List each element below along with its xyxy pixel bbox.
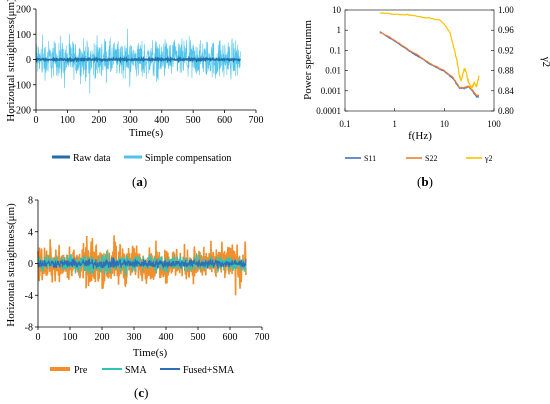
chart-a-xlabel: Time(s) <box>129 127 164 139</box>
chart-b-frame <box>344 9 495 112</box>
chart-a-ylabel: Horizontal straightness(μm) <box>5 0 17 122</box>
legend-label-fused-sma: Fused+SMA <box>183 365 235 376</box>
legend-label-s22: S22 <box>425 154 437 163</box>
chart-a-x-tick-label: 100 <box>60 115 75 126</box>
chart-b-y2-tick-label: 0.84 <box>498 86 514 96</box>
chart-c-x-tick-label: 0 <box>36 332 41 343</box>
chart-b-y2-tick-label: 1.00 <box>498 5 514 15</box>
chart-c-x-tick-label: 600 <box>223 332 238 343</box>
chart-c-x-tick-label: 700 <box>255 332 270 343</box>
chart-b-y-ticks: 0.0001 0.001 0.01 0.1 1 10 <box>316 5 348 116</box>
chart-a-y-tick-label: 100 <box>16 30 31 41</box>
chart-b-x-ticks: 0.1 1 10 100 <box>339 108 501 129</box>
chart-a-y-tick-label: 200 <box>16 5 31 16</box>
panel-label-a: (a) <box>132 174 147 189</box>
chart-b-y-tick-label: 10 <box>332 5 342 15</box>
panel-label-a-letter: a <box>136 174 143 189</box>
chart-a-x-tick-label: 400 <box>154 115 169 126</box>
chart-c-x-tick-label: 400 <box>159 332 174 343</box>
chart-b-plot <box>379 12 480 98</box>
chart-b-y2-tick-label: 0.88 <box>498 66 514 76</box>
chart-b-y2-tick-label: 0.96 <box>498 25 514 35</box>
panel-label-b: (b) <box>417 174 433 189</box>
chart-b-y-tick-label: 0.01 <box>325 66 341 76</box>
chart-b-y2-tick-label: 0.92 <box>498 45 514 55</box>
chart-c-y-tick-label: 0 <box>28 259 33 270</box>
chart-c-x-tick-label: 500 <box>191 332 206 343</box>
chart-c-x-tick-label: 300 <box>127 332 142 343</box>
chart-a-y-ticks: -200 -100 0 100 200 <box>13 5 36 117</box>
chart-c: 0 100 200 300 400 500 600 700 -8 -4 0 4 8 Horizonta… <box>5 196 270 401</box>
chart-c-x-tick-label: 200 <box>95 332 110 343</box>
chart-a-x-tick-label: 200 <box>91 115 106 126</box>
chart-c-y-tick-label: 8 <box>28 196 33 207</box>
chart-a-y-tick-label: -200 <box>13 106 31 117</box>
chart-a-x-tick-label: 0 <box>34 115 39 126</box>
panel-label-c: (c) <box>134 385 148 400</box>
chart-a-x-tick-label: 300 <box>123 115 138 126</box>
chart-b-series-s22 <box>379 30 480 97</box>
chart-a-series-simple-compensation <box>35 28 241 94</box>
chart-b-y-tick-label: 1 <box>337 25 342 35</box>
chart-c-plot <box>37 235 247 296</box>
chart-a-y-tick-label: -100 <box>13 80 31 91</box>
chart-c-ylabel: Horizontal straightness(μm) <box>5 203 17 327</box>
chart-c-legend: Pre SMA Fused+SMA <box>50 365 235 376</box>
chart-c-y-ticks: -8 -4 0 4 8 <box>25 196 38 334</box>
legend-label-simple-compensation: Simple compensation <box>145 153 231 164</box>
panel-label-c-letter: c <box>138 385 144 400</box>
chart-a: 0 100 200 300 400 500 600 700 -200 -100 0 100 200 H… <box>5 0 264 189</box>
chart-b-y-tick-label: 0.0001 <box>316 106 341 116</box>
chart-b-series-gamma2 <box>379 12 480 91</box>
chart-c-series-fused-sma <box>37 257 247 269</box>
legend-label-raw-data: Raw data <box>73 153 111 164</box>
chart-b-y2label: γ2 <box>540 56 550 67</box>
chart-b-ylabel: Power spectrumm <box>302 20 314 100</box>
chart-b-y2-ticks: 0.80 0.84 0.88 0.92 0.96 1.00 <box>491 5 514 116</box>
chart-b-x-tick-label: 0.1 <box>339 119 350 129</box>
chart-b: 0.1 1 10 100 0.0001 0.001 0.01 0.1 1 10 0.80 0.84… <box>302 5 550 189</box>
chart-b-x-tick-label: 100 <box>487 119 501 129</box>
chart-a-legend: Raw data Simple compensation <box>52 153 231 164</box>
chart-c-x-tick-label: 100 <box>63 332 78 343</box>
chart-c-y-tick-label: -4 <box>25 291 33 302</box>
chart-b-xlabel: f(Hz) <box>408 130 432 142</box>
chart-b-x-tick-label: 10 <box>440 119 450 129</box>
chart-a-plot <box>35 28 242 94</box>
legend-label-pre: Pre <box>74 365 88 376</box>
legend-label-sma: SMA <box>125 365 147 376</box>
chart-a-x-tick-label: 700 <box>249 115 264 126</box>
chart-b-x-tick-label: 1 <box>392 119 397 129</box>
chart-b-y2-tick-label: 0.80 <box>498 106 514 116</box>
chart-b-y-tick-label: 0.1 <box>330 45 341 55</box>
panel-label-b-letter: b <box>421 174 428 189</box>
legend-label-s11: S11 <box>364 154 376 163</box>
chart-a-x-ticks: 0 100 200 300 400 500 600 700 <box>34 110 264 126</box>
chart-b-legend: S11 S22 γ2 <box>345 154 493 163</box>
chart-c-xlabel: Time(s) <box>133 347 168 359</box>
chart-c-y-tick-label: 4 <box>28 227 33 238</box>
chart-a-y-tick-label: 0 <box>26 55 31 66</box>
chart-a-x-tick-label: 500 <box>186 115 201 126</box>
chart-c-x-ticks: 0 100 200 300 400 500 600 700 <box>36 327 270 343</box>
legend-label-gamma2: γ2 <box>484 154 493 163</box>
chart-a-series-raw-data <box>35 55 242 64</box>
chart-a-x-tick-label: 600 <box>217 115 232 126</box>
chart-c-y-tick-label: -8 <box>25 323 33 334</box>
chart-b-y-tick-label: 0.001 <box>321 86 341 96</box>
